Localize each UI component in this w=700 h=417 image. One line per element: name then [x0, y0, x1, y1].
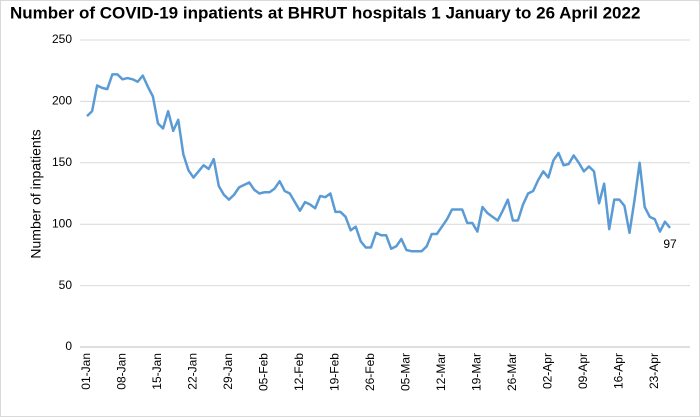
x-tick-label: 23-Apr: [647, 353, 661, 389]
x-tick-label: 05-Mar: [399, 353, 413, 391]
x-tick-label: 16-Apr: [612, 353, 626, 389]
y-tick-label: 0: [65, 339, 72, 353]
x-tick-label: 22-Jan: [186, 353, 200, 390]
x-tick-label: 15-Jan: [150, 353, 164, 390]
y-tick-label: 200: [52, 94, 72, 108]
x-tick-label: 08-Jan: [115, 353, 129, 390]
x-tick-label: 02-Apr: [541, 353, 555, 389]
x-tick-label: 26-Mar: [505, 353, 519, 391]
y-tick-label: 50: [59, 278, 73, 292]
chart-title: Number of COVID-19 inpatients at BHRUT h…: [10, 3, 640, 22]
x-tick-label: 29-Jan: [221, 353, 235, 390]
x-tick-label: 01-Jan: [79, 353, 93, 390]
x-tick-label: 09-Apr: [576, 353, 590, 389]
y-axis-title: Number of inpatients: [28, 129, 44, 258]
x-tick-label: 12-Mar: [434, 353, 448, 391]
x-tick-label: 19-Feb: [328, 353, 342, 391]
x-tick-label: 19-Mar: [470, 353, 484, 391]
y-tick-label: 150: [52, 155, 72, 169]
data-line: [86, 73, 672, 253]
x-tick-label: 05-Feb: [257, 353, 271, 391]
y-tick-label: 250: [52, 32, 72, 46]
y-tick-label: 100: [52, 216, 72, 230]
x-tick-label: 26-Feb: [363, 353, 377, 391]
data-label: 97: [663, 237, 677, 251]
x-tick-label: 12-Feb: [292, 353, 306, 391]
